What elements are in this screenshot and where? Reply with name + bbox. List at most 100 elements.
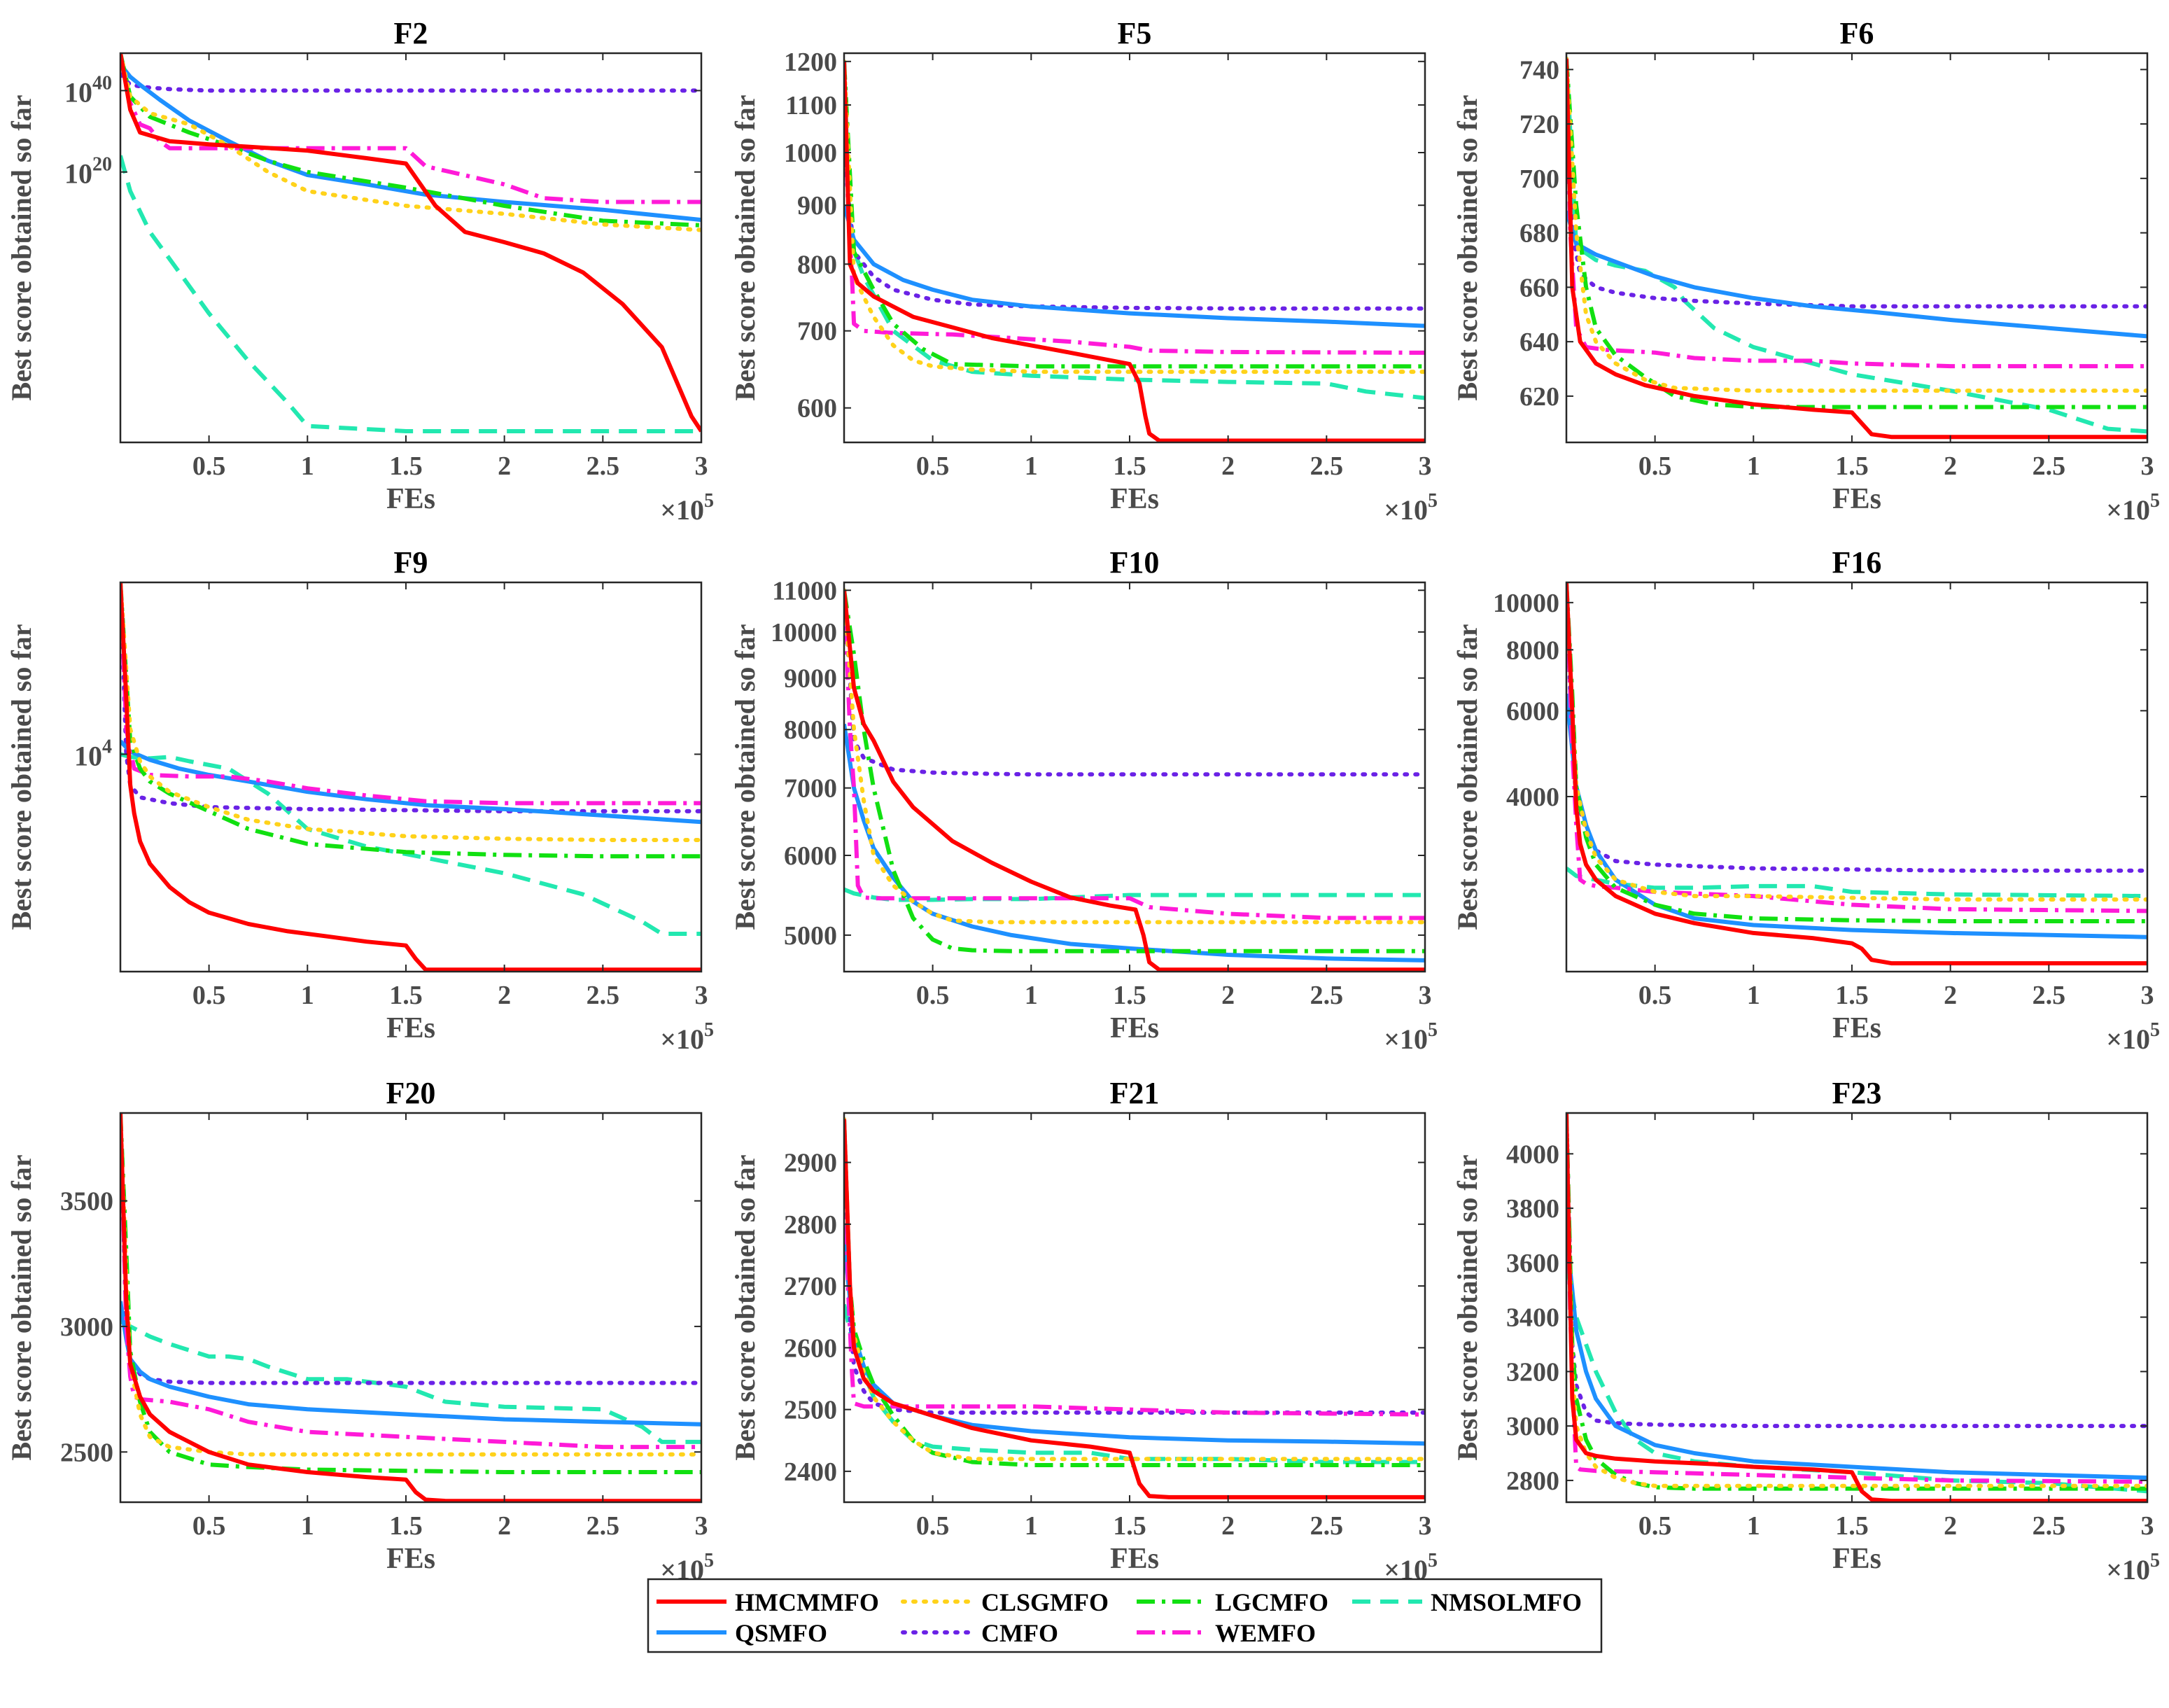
- x-tick-label: 1: [301, 451, 314, 481]
- y-tick-label: 720: [1519, 110, 1559, 139]
- x-tick-label: 1.5: [1835, 1511, 1869, 1541]
- x-axis-multiplier: ×105: [2106, 490, 2160, 526]
- y-tick-label: 2800: [1506, 1466, 1559, 1496]
- x-tick-label: 2: [1221, 451, 1235, 481]
- x-tick-label: 2.5: [587, 1511, 620, 1541]
- x-tick-label: 0.5: [916, 981, 950, 1010]
- x-tick-label: 3: [695, 1511, 708, 1541]
- series-line-wemfo: [844, 590, 1425, 920]
- x-axis-multiplier: ×105: [660, 490, 714, 526]
- x-tick-label: 1.5: [1113, 451, 1146, 481]
- subplot-title: F23: [1832, 1076, 1882, 1110]
- y-tick-label: 1020: [64, 154, 112, 190]
- y-tick-label: 2400: [784, 1457, 837, 1487]
- series-line-cmfo: [1566, 582, 2147, 873]
- y-tick-label: 10000: [771, 618, 837, 648]
- y-tick-label: 8000: [784, 715, 837, 745]
- subplot-f9: 0.5 1 1.5 2 2.5 3 104 F9 FEs ×105 Best score obtai…: [6, 545, 714, 1055]
- x-axis-multiplier: ×105: [2106, 1550, 2160, 1586]
- legend-item-hmcmmfo: HMCMMFO: [657, 1588, 879, 1616]
- y-axis-label: Best score obtained so far: [1452, 1155, 1483, 1461]
- subplot-f6: 0.5 1 1.5 2 2.5 3 620 640 660 680 700 720 740 F6 FEs ×1…: [1452, 16, 2160, 526]
- series-line-nmsolmfo: [844, 887, 1425, 902]
- y-axis-label: Best score obtained so far: [1452, 95, 1483, 401]
- series-line-qsmfo: [844, 204, 1425, 328]
- series-line-clsgmfo: [120, 1113, 701, 1457]
- x-tick-label: 1.5: [1113, 981, 1146, 1010]
- y-tick-label: 2800: [784, 1210, 837, 1240]
- y-tick-label: 3800: [1506, 1194, 1559, 1224]
- legend-label: QSMFO: [735, 1619, 827, 1647]
- y-axis-label: Best score obtained so far: [729, 95, 761, 401]
- y-tick-label: 700: [797, 317, 837, 346]
- series-line-clsgmfo: [1566, 1113, 2147, 1488]
- legend-item-cmfo: CMFO: [901, 1619, 1058, 1647]
- y-tick-label: 3200: [1506, 1357, 1559, 1387]
- x-tick-label: 2.5: [2033, 981, 2066, 1010]
- series-line-hmcmmfo: [844, 61, 1425, 442]
- legend-item-qsmfo: QSMFO: [657, 1619, 827, 1647]
- legend-label: CLSGMFO: [981, 1588, 1109, 1616]
- y-tick-label: 660: [1519, 273, 1559, 302]
- y-axis-label: Best score obtained so far: [6, 1155, 37, 1461]
- series-line-clsgmfo: [844, 588, 1425, 925]
- legend: HMCMMFO CLSGMFO LGCMFO NMSOLMFO QSMFO CMFO WEM…: [647, 1578, 1603, 1653]
- x-tick-label: 2.5: [2033, 1511, 2066, 1541]
- series-group: [120, 582, 701, 972]
- x-tick-label: 2: [1221, 981, 1235, 1010]
- axes-frame: [119, 52, 703, 444]
- series-line-wemfo: [844, 61, 1425, 355]
- x-tick-label: 0.5: [192, 1511, 226, 1541]
- x-tick-label: 1: [1747, 451, 1760, 481]
- x-tick-label: 1.5: [389, 1511, 423, 1541]
- y-tick-label: 9000: [784, 664, 837, 694]
- legend-label: CMFO: [981, 1619, 1058, 1647]
- y-axis-label: Best score obtained so far: [1452, 624, 1483, 930]
- legend-item-clsgmfo: CLSGMFO: [901, 1588, 1109, 1616]
- x-tick-label: 2.5: [1310, 981, 1344, 1010]
- series-line-hmcmmfo: [844, 589, 1425, 972]
- series-line-cmfo: [120, 1113, 701, 1385]
- x-tick-label: 1: [301, 1511, 314, 1541]
- x-tick-label: 1: [1025, 981, 1038, 1010]
- series-line-hmcmmfo: [1566, 58, 2147, 440]
- x-tick-label: 2.5: [1310, 1511, 1344, 1541]
- x-tick-label: 3: [2141, 1511, 2154, 1541]
- x-tick-label: 3: [2141, 981, 2154, 1010]
- y-tick-label: 600: [797, 394, 837, 424]
- subplot-title: F16: [1832, 545, 1882, 580]
- x-axis-label: FEs: [1832, 1012, 1881, 1044]
- x-axis-label: FEs: [386, 1543, 435, 1575]
- series-group: [1566, 1113, 2147, 1502]
- axes-frame: [843, 1112, 1426, 1504]
- subplot-f2: 0.5 1 1.5 2 2.5 3 1020 1040 F2 FEs ×105 Best score …: [6, 16, 714, 526]
- x-axis-label: FEs: [1110, 1012, 1159, 1044]
- x-axis-multiplier: ×105: [1384, 490, 1438, 526]
- x-tick-label: 2: [498, 1511, 511, 1541]
- y-tick-label: 1040: [64, 72, 112, 108]
- y-tick-label: 800: [797, 250, 837, 279]
- series-line-qsmfo: [1566, 210, 2147, 339]
- y-tick-label: 6000: [784, 841, 837, 871]
- x-axis-label: FEs: [1110, 483, 1159, 515]
- series-group: [1566, 56, 2147, 440]
- series-line-wemfo: [1566, 582, 2147, 913]
- x-tick-label: 2: [498, 451, 511, 481]
- legend-label: HMCMMFO: [735, 1588, 879, 1616]
- series-line-hmcmmfo: [1566, 1113, 2147, 1502]
- y-axis-label: Best score obtained so far: [6, 95, 37, 401]
- x-tick-label: 3: [1419, 451, 1432, 481]
- x-tick-label: 1.5: [1113, 1511, 1146, 1541]
- series-line-cmfo: [844, 588, 1425, 777]
- series-line-cmfo: [1566, 1113, 2147, 1429]
- subplot-f23: 0.5 1 1.5 2 2.5 3 2800 3000 3200 3400 3600 3800 4000…: [1452, 1076, 2160, 1586]
- x-tick-label: 0.5: [192, 981, 226, 1010]
- x-tick-label: 0.5: [1638, 1511, 1672, 1541]
- series-line-nmsolmfo: [120, 752, 701, 936]
- series-line-wemfo: [844, 1119, 1425, 1417]
- subplot-title: F21: [1110, 1076, 1160, 1110]
- y-tick-label: 900: [797, 191, 837, 220]
- subplot-f5: 0.5 1 1.5 2 2.5 3 600 700 800 900 1000 1100 1200 F5 FE…: [729, 16, 1438, 526]
- axes-frame: [119, 1112, 703, 1504]
